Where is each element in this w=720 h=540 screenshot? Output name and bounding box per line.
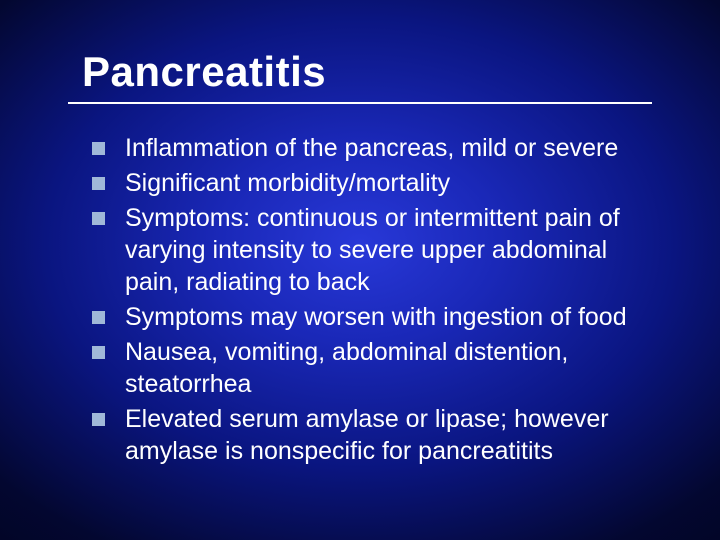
square-bullet-icon <box>92 311 105 324</box>
square-bullet-icon <box>92 177 105 190</box>
slide-title: Pancreatitis <box>82 48 638 96</box>
bullet-text: Significant morbidity/mortality <box>125 167 450 199</box>
list-item: Symptoms: continuous or intermittent pai… <box>92 202 638 298</box>
bullet-text: Elevated serum amylase or lipase; howeve… <box>125 403 638 467</box>
list-item: Symptoms may worsen with ingestion of fo… <box>92 301 638 333</box>
bullet-list: Inflammation of the pancreas, mild or se… <box>82 132 638 467</box>
square-bullet-icon <box>92 346 105 359</box>
square-bullet-icon <box>92 142 105 155</box>
title-underline <box>68 102 652 104</box>
list-item: Inflammation of the pancreas, mild or se… <box>92 132 638 164</box>
list-item: Elevated serum amylase or lipase; howeve… <box>92 403 638 467</box>
bullet-text: Nausea, vomiting, abdominal distention, … <box>125 336 638 400</box>
bullet-text: Symptoms: continuous or intermittent pai… <box>125 202 638 298</box>
square-bullet-icon <box>92 413 105 426</box>
list-item: Nausea, vomiting, abdominal distention, … <box>92 336 638 400</box>
square-bullet-icon <box>92 212 105 225</box>
bullet-text: Symptoms may worsen with ingestion of fo… <box>125 301 627 333</box>
bullet-text: Inflammation of the pancreas, mild or se… <box>125 132 618 164</box>
list-item: Significant morbidity/mortality <box>92 167 638 199</box>
